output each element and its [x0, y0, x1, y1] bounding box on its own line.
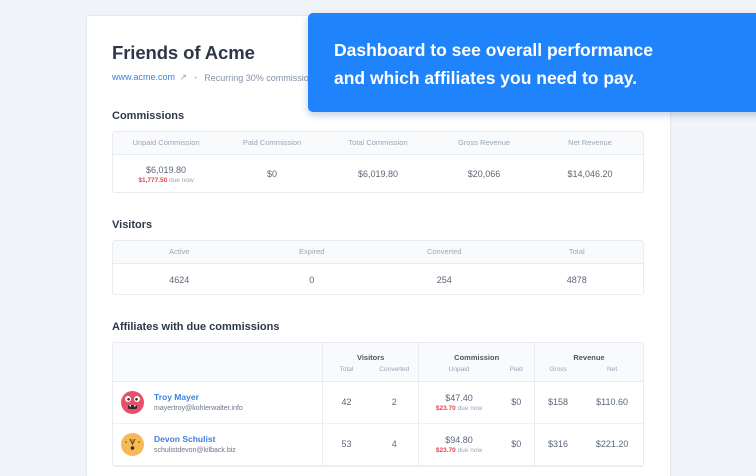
commissions-title: Commissions — [112, 110, 185, 122]
col-active: Active — [169, 247, 190, 256]
callout-line-1: Dashboard to see overall performance — [334, 40, 653, 60]
gross-revenue-value: $20,066 — [467, 169, 501, 179]
unpaid-value: $47.40 — [445, 392, 473, 403]
col-expired: Expired — [299, 247, 325, 256]
avatar — [121, 432, 144, 456]
due-now-note: $23.70 due now — [435, 404, 483, 412]
total-visitors-value: 4878 — [566, 275, 587, 285]
affiliate-cell: Troy Mayer mayertroy@kohlerwalter.info — [113, 381, 323, 423]
paid-commission-value: $0 — [266, 169, 277, 179]
col-total-commission: Total Commission — [348, 138, 408, 147]
affiliate-name-link[interactable]: Troy Mayer — [154, 392, 199, 402]
col-paid-commission: Paid Commission — [242, 138, 302, 147]
active-visitors-value: 4624 — [169, 275, 190, 285]
visitors-total-value: 42 — [341, 397, 352, 407]
sub-col-net: Net — [607, 366, 618, 374]
sub-col-gross: Gross — [549, 366, 567, 374]
commissions-row: $6,019.80 $1,777.50 due now $0 $6,019.80… — [113, 155, 643, 192]
paid-value: $0 — [498, 381, 535, 423]
affiliate-cell: Devon Schulist schulistdevon@kilback.biz — [113, 423, 323, 465]
paid-value: $0 — [498, 423, 535, 465]
net-value: $110.60 — [596, 397, 629, 407]
sub-col-total: Total — [339, 366, 354, 374]
col-total: Total — [568, 247, 585, 256]
page-title: Friends of Acme — [112, 42, 255, 63]
affiliates-table: Visitors Commission Revenue Total Conver… — [112, 342, 644, 467]
unpaid-commission-cell: $6,019.80 $1,777.50 due now — [113, 165, 219, 184]
due-now-amount: $1,777.50 — [138, 176, 168, 184]
feature-callout-banner: Dashboard to see overall performance and… — [308, 13, 756, 112]
converted-visitors-value: 254 — [436, 275, 452, 285]
affiliate-name-header — [113, 343, 323, 381]
website-link[interactable]: www.acme.com — [112, 72, 176, 82]
avatar — [121, 390, 144, 414]
separator-dot: • — [194, 72, 198, 83]
net-revenue-value: $14,046.20 — [567, 169, 613, 179]
gross-value: $316 — [548, 439, 569, 449]
callout-line-2: and which affiliates you need to pay. — [334, 68, 638, 88]
affiliate-email: schulistdevon@kilback.biz — [154, 447, 236, 454]
col-net-revenue: Net Revenue — [568, 138, 612, 147]
sub-col-converted: Converted — [370, 363, 420, 381]
commission-group-header: Commission — [418, 343, 535, 363]
visitors-title: Visitors — [112, 219, 153, 231]
total-commission-value: $6,019.80 — [357, 169, 399, 179]
unpaid-cell: $47.40 $23.70 due now — [419, 381, 499, 423]
visitors-total-value: 53 — [341, 439, 352, 449]
unpaid-cell: $94.80 $23.70 due now — [419, 423, 499, 465]
visitors-group-header: Visitors — [322, 343, 420, 363]
affiliate-email: mayertroy@kohlerwalter.info — [154, 405, 243, 412]
expired-visitors-value: 0 — [309, 275, 315, 285]
visitors-row: 4624 0 254 4878 — [113, 264, 643, 294]
revenue-group-header: Revenue — [573, 352, 605, 362]
gross-value: $158 — [548, 397, 569, 407]
program-meta: www.acme.com ↗ • Recurring 30% commissio… — [112, 72, 324, 83]
col-gross-revenue: Gross Revenue — [457, 138, 511, 147]
monster-face-icon — [125, 438, 140, 450]
sub-col-paid: Paid — [498, 363, 535, 381]
visitors-converted-value: 4 — [370, 423, 420, 465]
net-value: $221.20 — [595, 439, 629, 449]
commissions-header: Unpaid Commission Paid Commission Total … — [113, 132, 643, 155]
sub-col-unpaid: Unpaid — [448, 366, 470, 374]
monster-face-icon — [125, 395, 140, 409]
commissions-card: Unpaid Commission Paid Commission Total … — [112, 131, 644, 193]
col-converted: Converted — [426, 247, 462, 256]
affiliate-name-link[interactable]: Devon Schulist — [154, 434, 216, 444]
due-now-note: $23.70 due now — [435, 446, 483, 454]
external-link-icon: ↗ — [179, 72, 188, 82]
visitors-converted-value: 2 — [370, 381, 420, 423]
affiliate-row[interactable]: Devon Schulist schulistdevon@kilback.biz… — [113, 423, 643, 465]
due-now-note: $1,777.50 due now — [138, 176, 194, 184]
commission-type: Recurring 30% commission — [204, 72, 314, 83]
affiliate-row[interactable]: Troy Mayer mayertroy@kohlerwalter.info 4… — [113, 381, 643, 423]
affiliates-title: Affiliates with due commissions — [112, 321, 280, 333]
col-unpaid-commission: Unpaid Commission — [132, 138, 200, 147]
unpaid-commission-value: $6,019.80 — [145, 164, 187, 175]
visitors-card: Active Expired Converted Total 4624 0 25… — [112, 240, 644, 295]
visitors-header: Active Expired Converted Total — [113, 241, 643, 264]
unpaid-value: $94.80 — [445, 434, 473, 445]
